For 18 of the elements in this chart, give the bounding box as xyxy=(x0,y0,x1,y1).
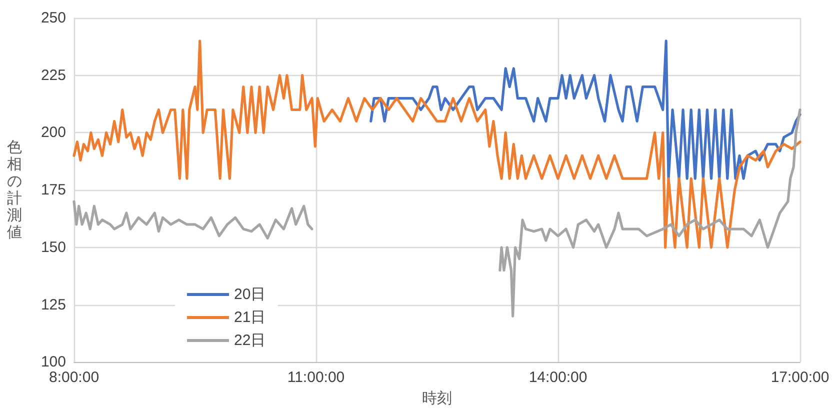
x-tick-label: 11:00:00 xyxy=(287,369,345,386)
y-tick-label: 150 xyxy=(40,238,66,256)
y-tick-label: 250 xyxy=(40,10,66,26)
line-series xyxy=(370,40,802,180)
legend-label: 21日 xyxy=(234,309,266,326)
legend-label: 20日 xyxy=(234,286,266,303)
x-tick-label: 17:00:00 xyxy=(770,369,830,386)
y-tick-label: 225 xyxy=(40,66,66,84)
y-tick-label: 200 xyxy=(40,124,66,142)
legend-label: 22日 xyxy=(234,332,266,349)
y-tick-label: 100 xyxy=(40,354,66,371)
y-tick-label: 175 xyxy=(40,182,66,199)
x-tick-label: 8:00:00 xyxy=(48,369,100,386)
line-series xyxy=(72,40,802,249)
x-tick-label: 14:00:00 xyxy=(528,369,588,386)
y-tick-label: 125 xyxy=(40,296,66,314)
x-axis-title: 時刻 xyxy=(422,390,452,407)
y-axis-title: 色相の計測値 xyxy=(7,139,22,242)
